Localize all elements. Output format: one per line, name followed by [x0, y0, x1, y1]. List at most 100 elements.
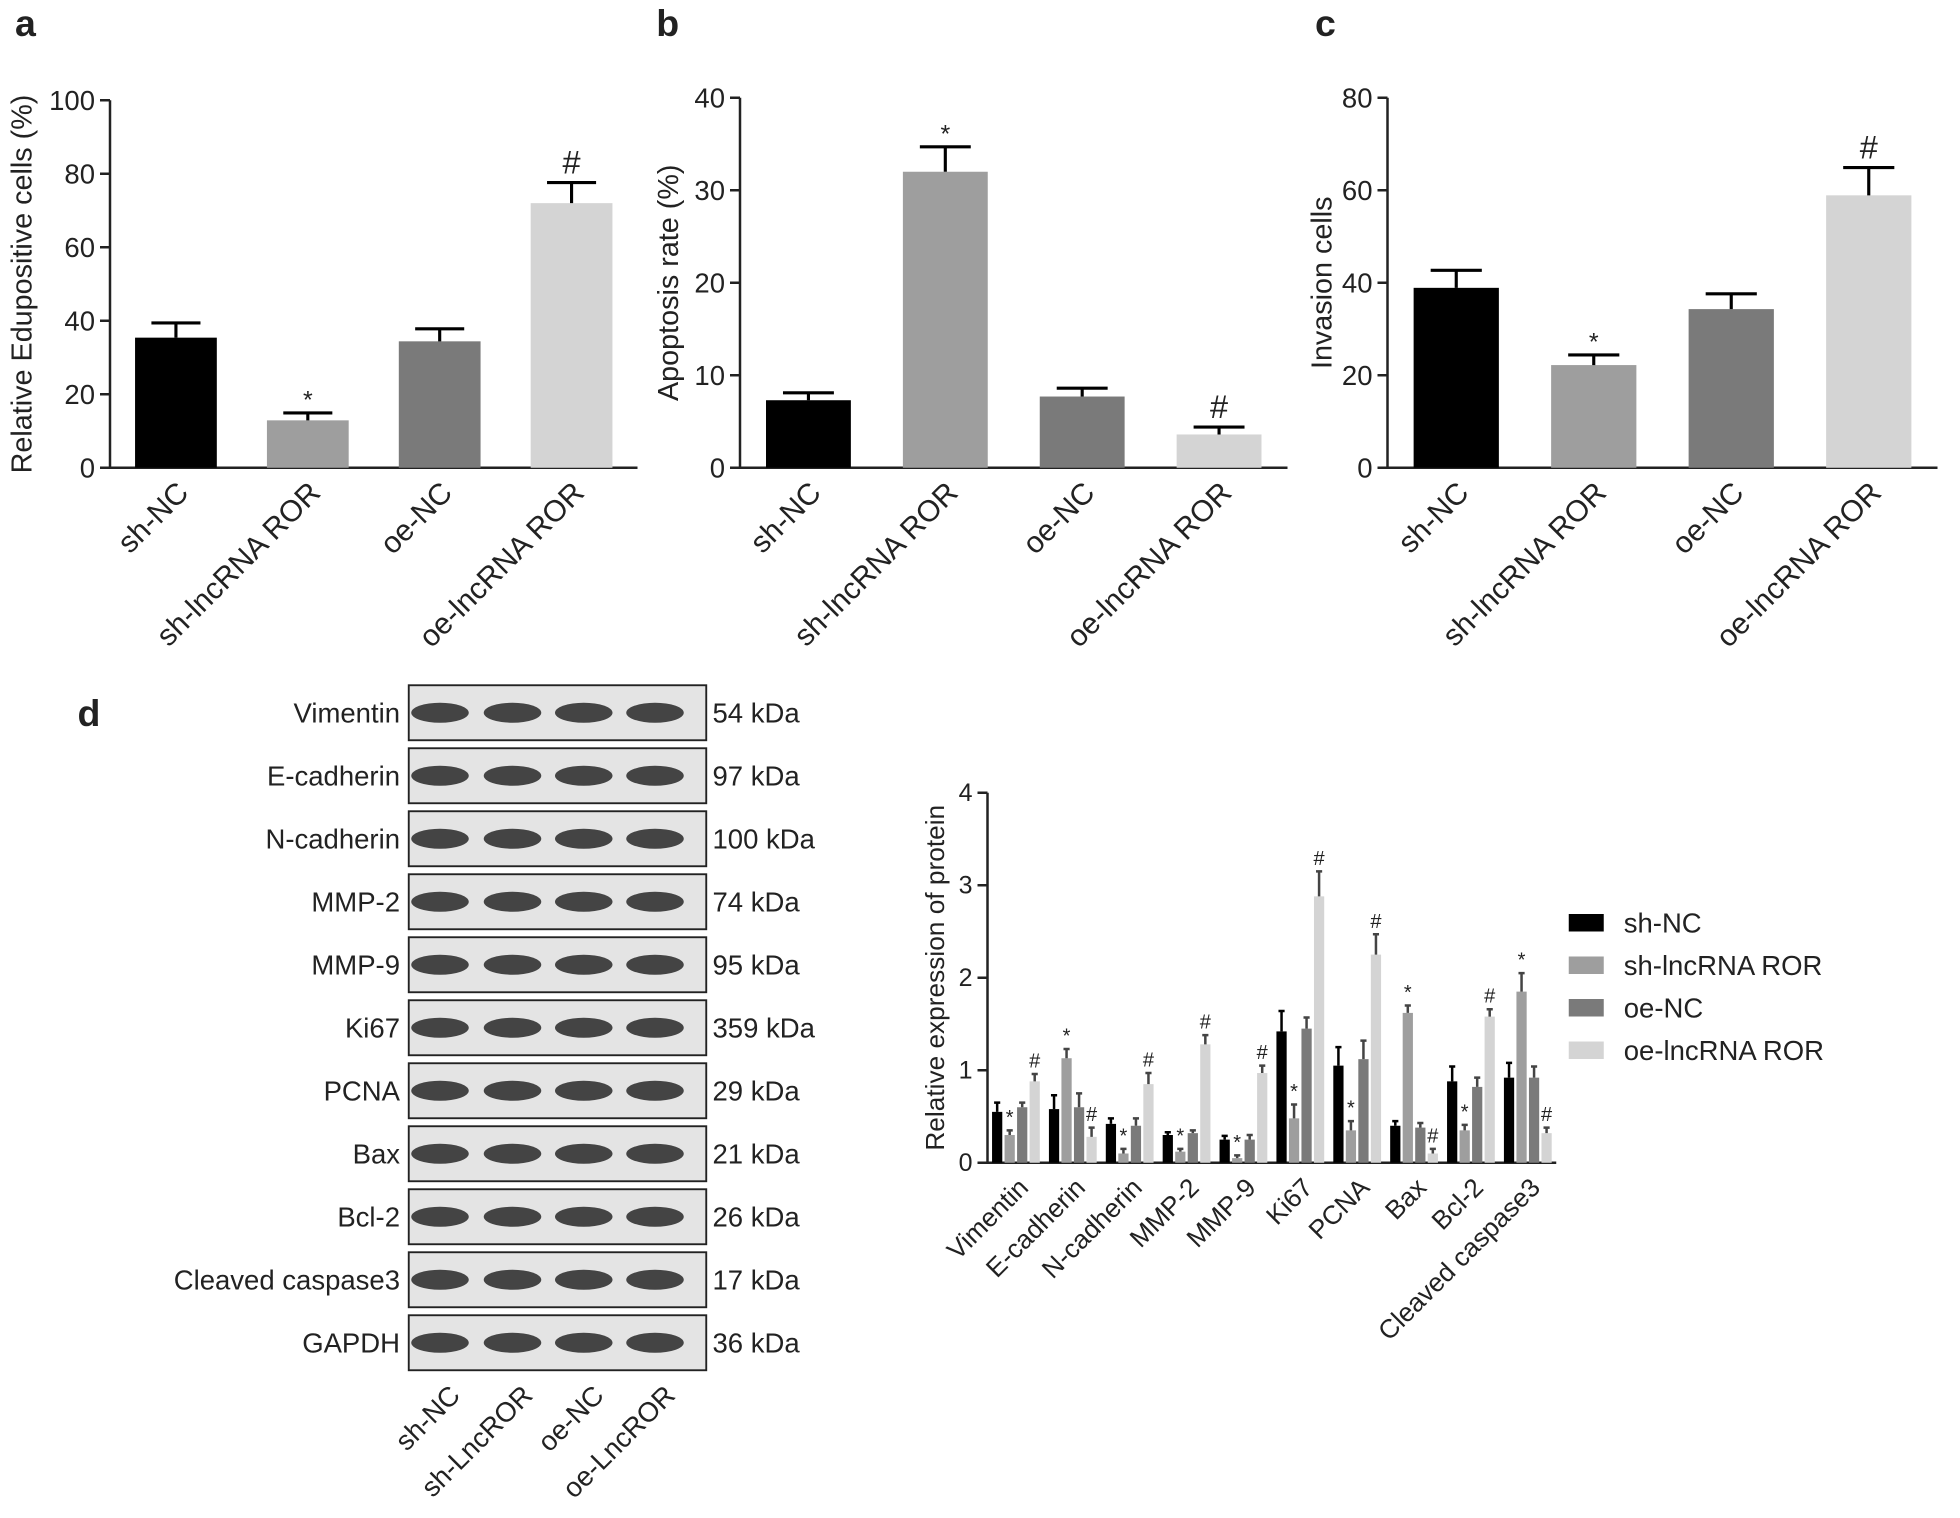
bar	[530, 203, 613, 468]
x-tick-label: sh-NC	[744, 476, 827, 559]
size-label: 54 kDa	[713, 697, 801, 728]
error-bar	[151, 321, 201, 338]
error-bar	[1303, 1016, 1310, 1029]
legend-swatch	[1568, 914, 1604, 932]
bar	[1048, 1109, 1060, 1163]
bar	[1313, 896, 1325, 1163]
blot-band	[626, 828, 684, 849]
blot-band	[483, 1080, 542, 1101]
error-bar	[1430, 268, 1482, 288]
error-bar	[1189, 1129, 1196, 1134]
blot-band	[483, 1269, 542, 1290]
significance-label: *	[1461, 1101, 1469, 1123]
error-bar	[1568, 353, 1620, 366]
bar	[1541, 1133, 1552, 1163]
significance-label: #	[1210, 389, 1228, 425]
bar	[1413, 287, 1499, 468]
error-bar	[1056, 386, 1108, 397]
y-axis-label: Apoptosis rate (%)	[653, 165, 685, 401]
bar	[1143, 1084, 1154, 1163]
bar	[1288, 1118, 1300, 1163]
blot-band	[411, 828, 469, 849]
error-bar	[1120, 1147, 1127, 1154]
error-bar	[283, 411, 333, 421]
bar	[1472, 1086, 1483, 1163]
blot-band	[483, 1332, 542, 1353]
y-tick-label: 40	[64, 305, 95, 336]
y-axis-label: Relative expression of protein	[920, 805, 950, 1151]
bar	[1086, 1136, 1097, 1163]
error-bar	[1075, 1092, 1083, 1108]
size-label: 29 kDa	[713, 1075, 801, 1106]
significance-label: *	[1063, 1025, 1071, 1047]
y-tick-label: 30	[694, 175, 725, 206]
y-axis-label: Invasion cells	[1307, 196, 1339, 369]
y-tick-label: 100	[49, 85, 95, 116]
error-bar	[1347, 1119, 1354, 1131]
error-bar	[1088, 1126, 1095, 1137]
blot-band	[626, 765, 684, 786]
bar	[1427, 1153, 1438, 1163]
x-tick-label: oe-NC	[374, 476, 459, 561]
bar	[1503, 1077, 1515, 1163]
error-bar	[1164, 1130, 1171, 1135]
significance-label: *	[1176, 1125, 1184, 1147]
significance-label: #	[1427, 1125, 1439, 1147]
blot-band	[626, 1269, 684, 1290]
y-tick-label: 1	[959, 1056, 973, 1084]
error-bar	[1006, 1129, 1013, 1135]
error-bar	[1063, 1047, 1070, 1059]
significance-label: #	[1541, 1104, 1553, 1126]
x-tick-label: sh-NC	[112, 476, 195, 559]
significance-label: *	[1404, 982, 1412, 1004]
blot-band	[483, 954, 542, 975]
y-tick-label: 2	[959, 964, 973, 992]
error-bar	[1202, 1033, 1209, 1045]
bar	[902, 171, 988, 468]
error-bar	[1543, 1126, 1550, 1134]
blot-band	[626, 1206, 684, 1227]
size-label: 95 kDa	[713, 949, 801, 980]
significance-label: *	[1347, 1098, 1355, 1120]
y-tick-label: 80	[1342, 82, 1373, 113]
bar	[1551, 365, 1637, 468]
legend-label: sh-NC	[1624, 907, 1702, 938]
error-bar	[994, 1101, 1001, 1112]
error-bar	[547, 181, 597, 204]
bar	[135, 337, 217, 468]
blot-band	[411, 1269, 469, 1290]
error-bar	[1449, 1065, 1456, 1082]
bar	[1688, 309, 1774, 468]
protein-label: GAPDH	[302, 1327, 400, 1358]
error-bar	[1360, 1039, 1367, 1060]
size-label: 100 kDa	[713, 823, 816, 854]
error-bar	[415, 327, 465, 342]
y-tick-label: 80	[64, 158, 95, 189]
bar	[266, 420, 349, 468]
y-axis-label: Relative Edupositive cells (%)	[6, 95, 38, 474]
legend-swatch	[1568, 999, 1604, 1017]
significance-label: *	[1290, 1081, 1298, 1103]
error-bar	[1145, 1071, 1152, 1085]
blot-band	[411, 891, 469, 912]
bar	[1333, 1065, 1344, 1163]
blot-band	[555, 954, 613, 975]
size-label: 74 kDa	[713, 886, 801, 917]
bar	[1358, 1059, 1369, 1163]
significance-label: *	[1589, 328, 1599, 356]
bar	[1459, 1130, 1470, 1163]
size-label: 97 kDa	[713, 760, 801, 791]
y-tick-label: 3	[959, 871, 973, 899]
blot-band	[555, 1332, 613, 1353]
y-tick-label: 40	[694, 82, 725, 113]
blot-band	[626, 954, 684, 975]
blot-band	[483, 891, 542, 912]
protein-label: MMP-2	[311, 886, 400, 917]
bar	[1130, 1125, 1142, 1163]
legend-label: oe-lncRNA ROR	[1624, 1035, 1824, 1066]
x-tick-label: Bax	[1379, 1172, 1432, 1225]
error-bar	[1531, 1065, 1538, 1078]
x-tick-label: oe-NC	[1666, 476, 1751, 561]
error-bar	[1372, 933, 1380, 955]
blot-band	[411, 1080, 469, 1101]
